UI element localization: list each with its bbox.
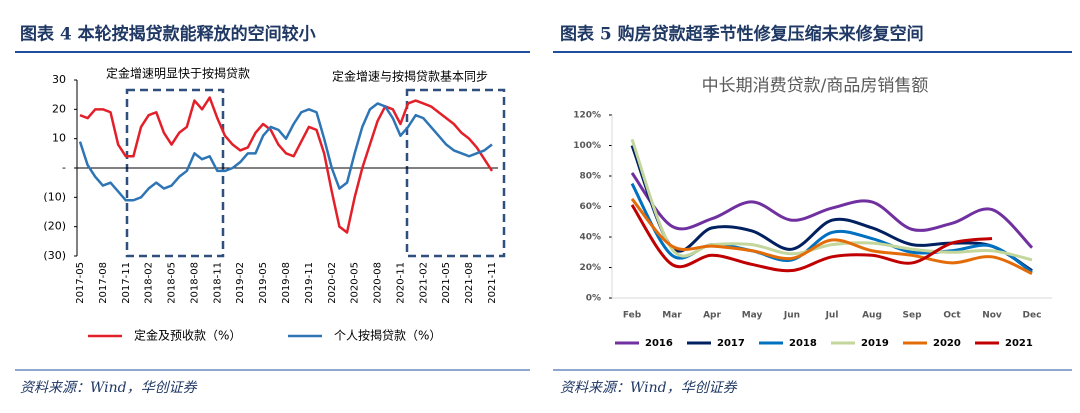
y-tick-label: -: [62, 161, 66, 174]
series-line: [630, 172, 1034, 249]
x-tick-label: Aug: [862, 311, 882, 321]
x-tick-label: Oct: [943, 311, 961, 321]
x-tick-label: 2021-08: [464, 262, 475, 304]
x-tick-label: 2021-11: [487, 262, 498, 304]
y-tick-label: 120%: [573, 111, 601, 121]
x-tick-label: Jun: [783, 311, 800, 321]
annotation: 定金增速明显快于按揭贷款: [106, 66, 250, 81]
x-tick-label: 2020-05: [350, 262, 361, 304]
y-tick-label: (10): [43, 190, 66, 203]
x-tick-label: 2020-11: [395, 262, 406, 304]
y-tick-label: (20): [43, 220, 66, 233]
x-tick-label: 2017-11: [121, 262, 132, 304]
series-line: [79, 96, 494, 234]
highlight-box: [125, 88, 225, 258]
y-tick-label: 80%: [579, 172, 601, 182]
x-tick-label: 2020-02: [327, 262, 338, 304]
annotation: 定金增速与按揭贷款基本同步: [332, 69, 488, 84]
legend-label: 定金及预收款（%）: [134, 328, 241, 343]
x-tick-label: Apr: [703, 311, 721, 321]
y-tick-label: 30: [52, 73, 66, 86]
x-tick-label: 2019-05: [258, 262, 269, 304]
y-tick-label: 20: [52, 102, 66, 115]
x-tick-label: May: [742, 311, 763, 321]
x-tick-label: Jul: [825, 311, 839, 321]
legend-label: 2021: [1005, 338, 1033, 349]
x-tick-label: 2021-05: [441, 262, 452, 304]
x-tick-label: Nov: [982, 311, 1002, 321]
x-tick-label: 2017-08: [98, 262, 109, 304]
x-tick-label: Dec: [1023, 311, 1042, 321]
series-line: [630, 138, 1033, 262]
y-tick-label: 100%: [573, 141, 601, 151]
source: 资料来源：Wind，华创证券: [20, 380, 198, 396]
y-tick-label: (30): [43, 249, 66, 262]
x-tick-label: 2017-05: [75, 262, 86, 304]
chart-subtitle: 中长期消费贷款/商品房销售额: [702, 76, 929, 96]
y-tick-label: 0%: [586, 294, 601, 304]
x-tick-label: 2018-05: [167, 262, 178, 304]
x-tick-label: 2018-08: [189, 262, 200, 304]
panel-title: 图表 4 本轮按揭贷款能释放的空间较小: [20, 24, 316, 45]
highlight-box: [405, 88, 506, 258]
x-tick-label: 2018-11: [212, 262, 223, 304]
y-tick-label: 20%: [579, 263, 601, 273]
y-tick-label: 60%: [579, 202, 601, 212]
legend-label: 个人按揭贷款（%）: [334, 328, 441, 343]
legend-label: 2018: [789, 338, 817, 349]
source: 资料来源：Wind，华创证券: [560, 380, 738, 396]
legend-label: 2020: [933, 338, 961, 349]
series-line: [78, 102, 493, 202]
x-tick-label: 2019-11: [304, 262, 315, 304]
x-tick-label: 2019-02: [235, 262, 246, 304]
x-tick-label: 2018-02: [144, 262, 155, 304]
y-tick-label: 40%: [579, 233, 601, 243]
series-line: [630, 197, 1033, 275]
x-tick-label: 2021-02: [418, 262, 429, 304]
legend-label: 2016: [645, 338, 673, 349]
legend-label: 2019: [861, 338, 889, 349]
y-tick-label: 10: [52, 132, 66, 145]
legend-label: 2017: [717, 338, 745, 349]
x-tick-label: Sep: [902, 311, 922, 321]
x-tick-label: Mar: [662, 311, 682, 321]
x-tick-label: 2019-08: [281, 262, 292, 304]
series-line: [630, 204, 993, 273]
x-tick-label: 2020-08: [373, 262, 384, 304]
panel-title: 图表 5 购房贷款超季节性修复压缩未来修复空间: [560, 24, 924, 45]
x-tick-label: Feb: [623, 311, 642, 321]
